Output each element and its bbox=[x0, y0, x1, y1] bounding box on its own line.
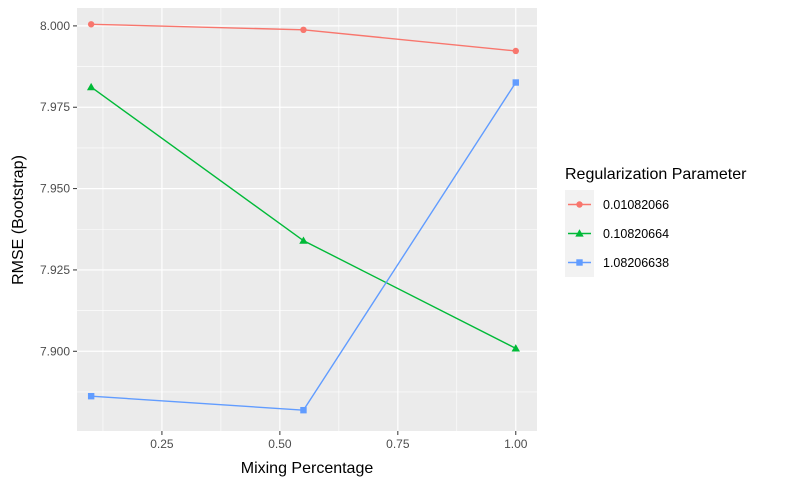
y-axis: 7.900 7.925 7.950 7.975 8.000 bbox=[40, 19, 77, 358]
data-point bbox=[511, 344, 520, 352]
legend-label: 0.10820664 bbox=[603, 227, 669, 241]
data-point bbox=[299, 236, 308, 244]
y-tick-label: 7.950 bbox=[40, 182, 70, 196]
x-axis-title: Mixing Percentage bbox=[241, 460, 374, 477]
x-tick-label: 0.50 bbox=[268, 437, 292, 451]
data-point bbox=[87, 21, 95, 28]
legend-item: 1.08206638 bbox=[565, 248, 669, 277]
legend-key-marker bbox=[576, 259, 583, 266]
y-tick-label: 7.925 bbox=[40, 263, 70, 277]
x-tick-label: 0.25 bbox=[150, 437, 174, 451]
series-lines bbox=[86, 21, 520, 414]
x-tick-label: 1.00 bbox=[504, 437, 528, 451]
y-tick-label: 7.900 bbox=[40, 344, 70, 358]
legend-key-marker bbox=[576, 201, 583, 208]
legend-items: 0.01082066 0.10820664 1.08206638 bbox=[565, 190, 669, 277]
legend-label: 1.08206638 bbox=[603, 256, 669, 270]
minor-gridlines bbox=[77, 8, 537, 431]
legend-label: 0.01082066 bbox=[603, 198, 669, 212]
data-point bbox=[512, 79, 519, 86]
major-gridlines bbox=[77, 8, 537, 431]
x-tick-label: 0.75 bbox=[386, 437, 410, 451]
data-point bbox=[300, 406, 307, 414]
y-axis-title: RMSE (Bootstrap) bbox=[10, 155, 27, 285]
legend: Regularization Parameter 0.01082066 0.108… bbox=[565, 166, 747, 277]
legend-title: Regularization Parameter bbox=[565, 166, 747, 183]
data-point bbox=[87, 392, 95, 400]
y-tick-label: 7.975 bbox=[40, 100, 70, 114]
data-point bbox=[512, 47, 519, 55]
legend-item: 0.10820664 bbox=[565, 219, 669, 248]
y-tick-label: 8.000 bbox=[40, 19, 70, 33]
legend-key-marker bbox=[575, 229, 584, 237]
plot-panel bbox=[77, 8, 537, 431]
data-point bbox=[300, 26, 307, 34]
x-axis: 0.25 0.50 0.75 1.00 bbox=[150, 431, 528, 451]
data-point bbox=[86, 82, 96, 91]
legend-item: 0.01082066 bbox=[565, 190, 669, 219]
